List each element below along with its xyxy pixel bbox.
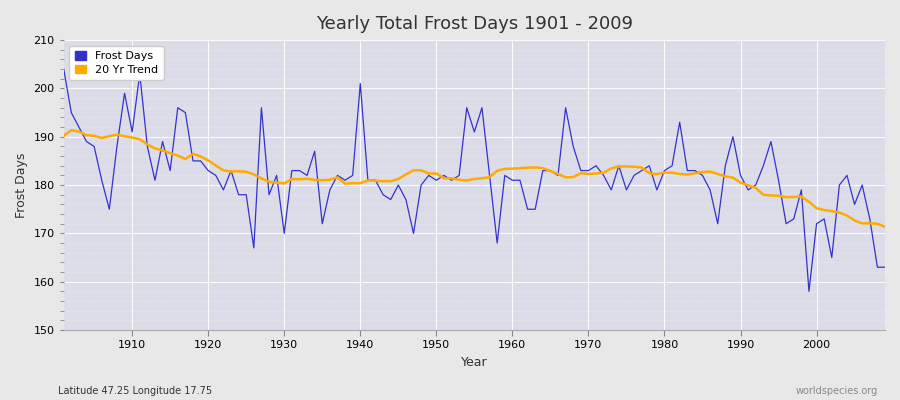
Text: worldspecies.org: worldspecies.org: [796, 386, 878, 396]
Text: Latitude 47.25 Longitude 17.75: Latitude 47.25 Longitude 17.75: [58, 386, 212, 396]
Y-axis label: Frost Days: Frost Days: [15, 152, 28, 218]
Legend: Frost Days, 20 Yr Trend: Frost Days, 20 Yr Trend: [69, 46, 164, 80]
X-axis label: Year: Year: [461, 356, 488, 369]
Title: Yearly Total Frost Days 1901 - 2009: Yearly Total Frost Days 1901 - 2009: [316, 15, 633, 33]
